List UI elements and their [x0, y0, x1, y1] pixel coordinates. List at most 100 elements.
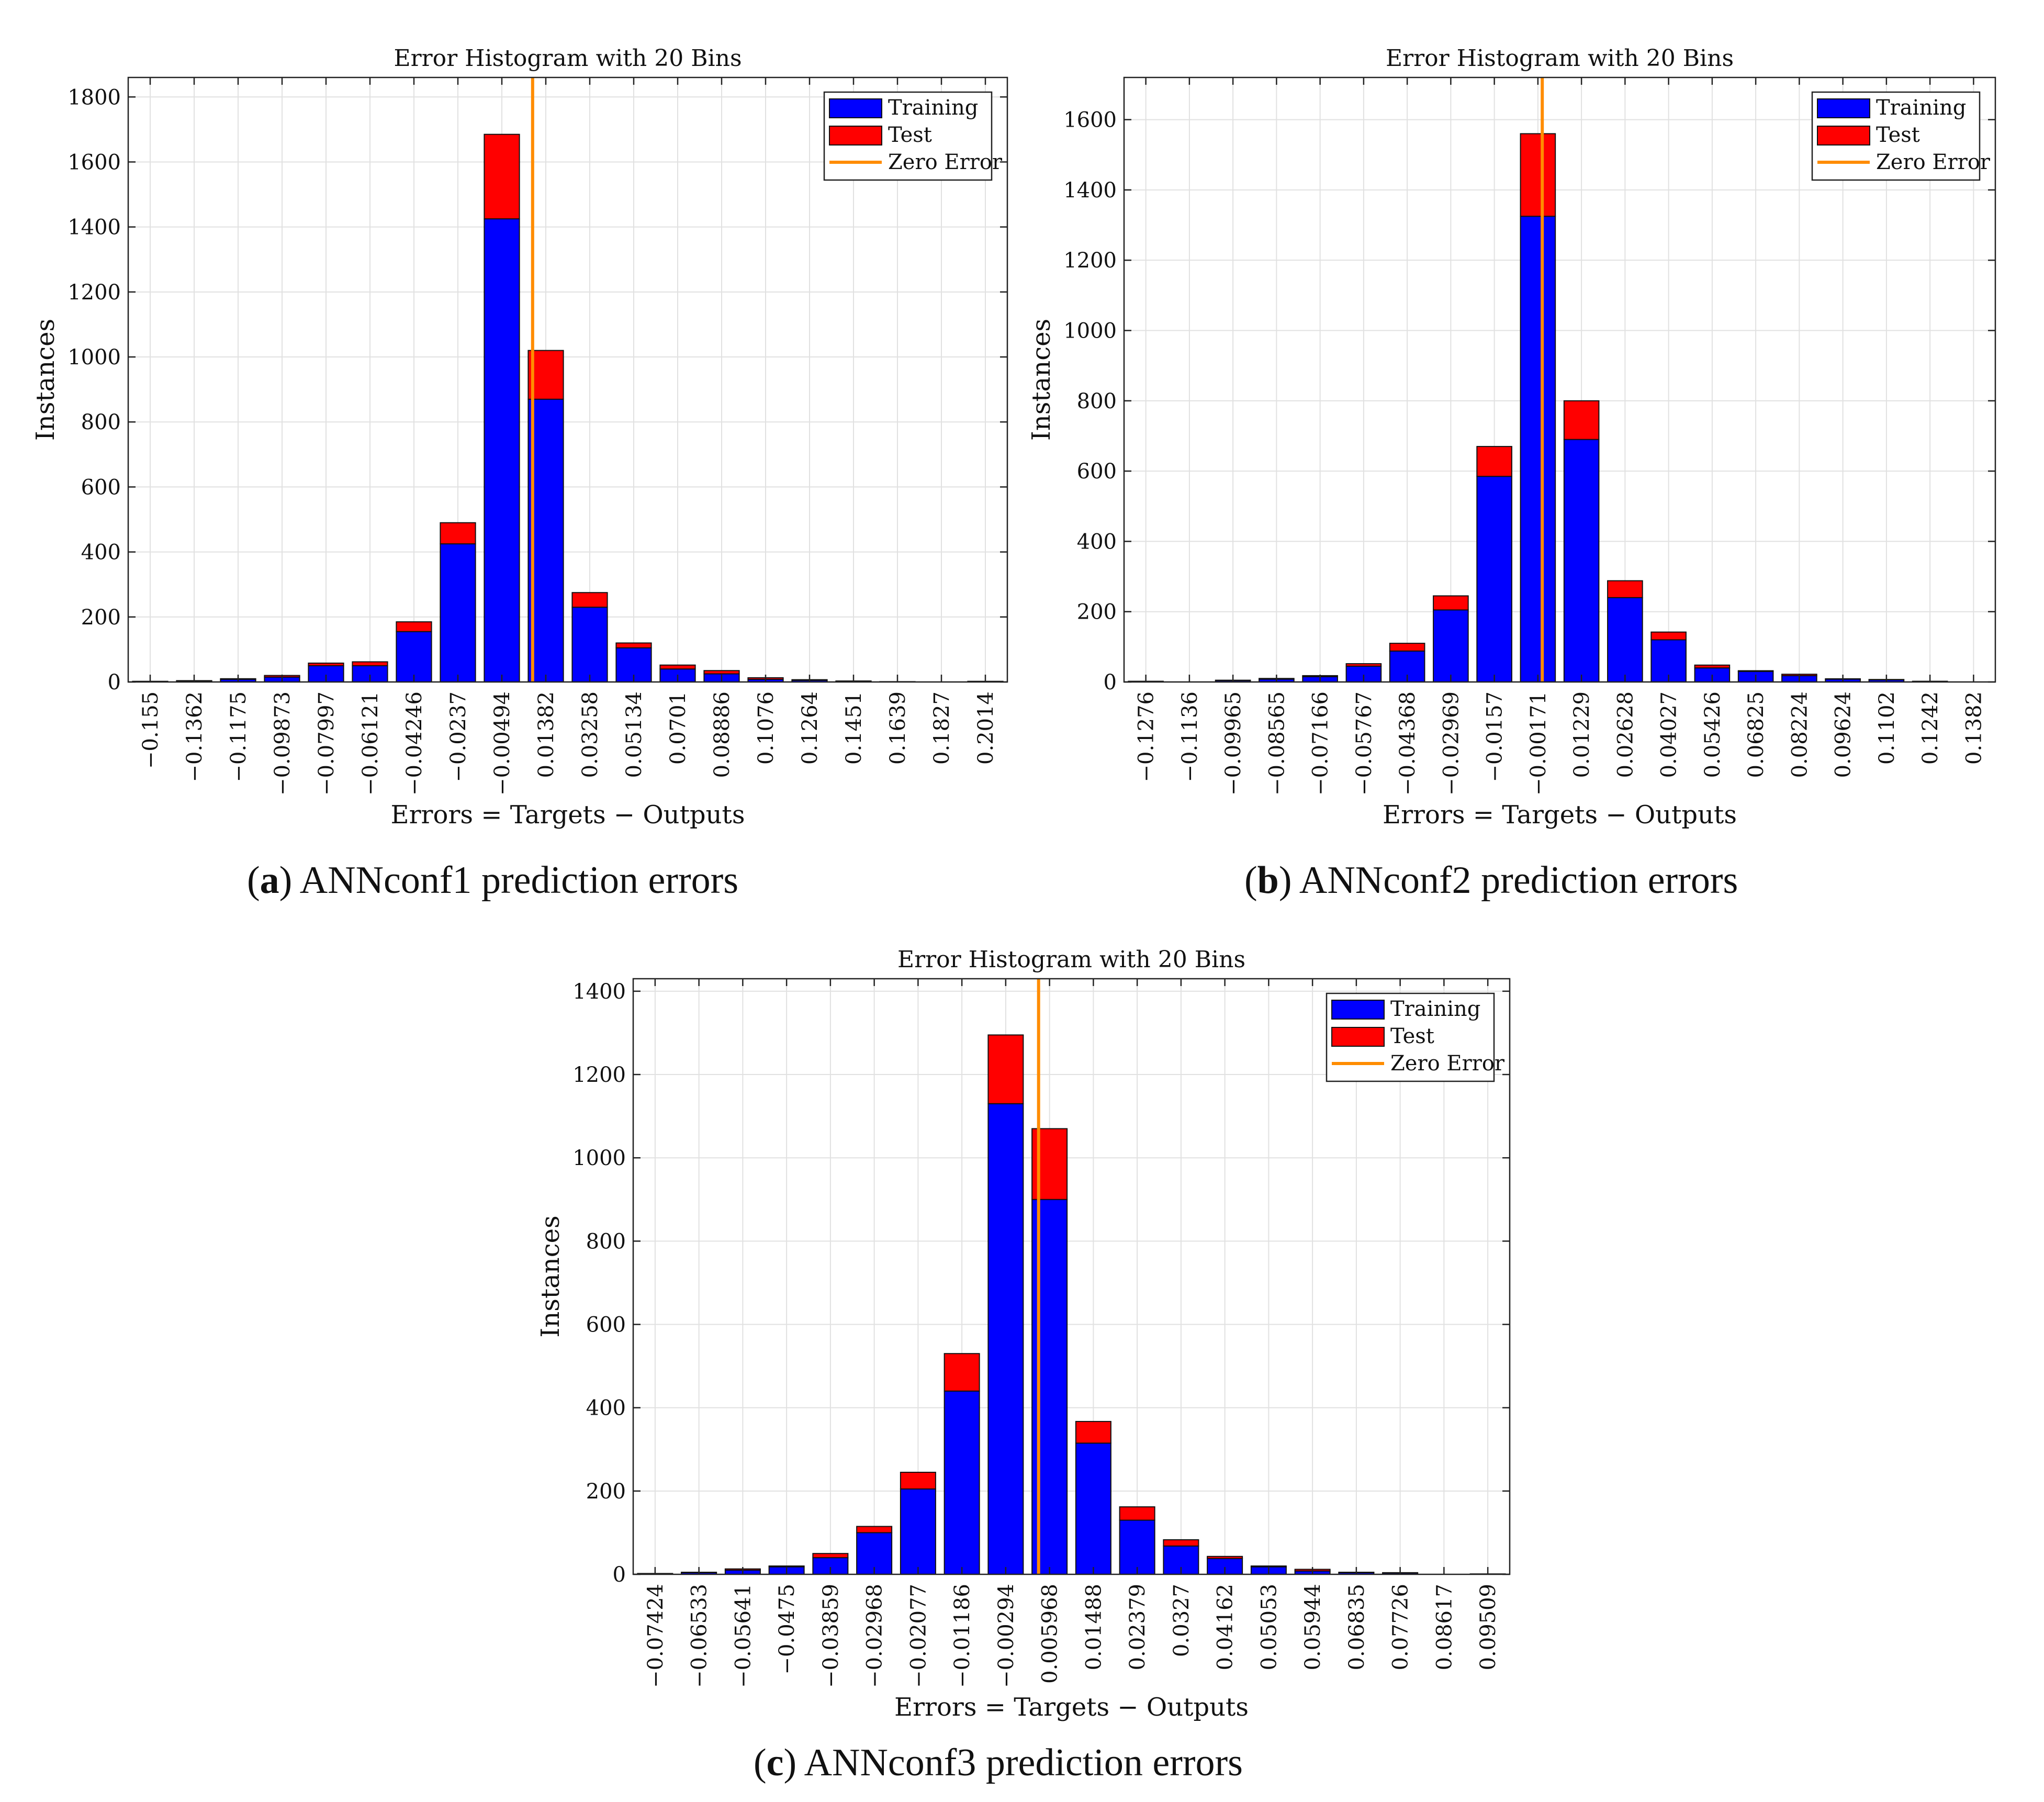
x-tick-label: 0.2014: [974, 691, 998, 765]
y-tick-label: 200: [81, 606, 121, 630]
y-tick-label: 600: [81, 475, 121, 499]
legend-zero-error-label: Zero Error: [1390, 1051, 1505, 1076]
x-tick-label: 0.0701: [666, 691, 690, 765]
legend-training-swatch: [1331, 1000, 1385, 1020]
bar-test: [1694, 664, 1731, 669]
x-tick-label: −0.155: [139, 691, 163, 769]
y-tick-label: 800: [1077, 389, 1117, 413]
x-tick-label: −0.1362: [183, 691, 207, 782]
x-tick-label: 0.02628: [1613, 691, 1637, 778]
y-tick-label: 1800: [68, 85, 121, 109]
bar-test: [812, 1553, 849, 1559]
bar-test: [900, 1472, 936, 1490]
x-tick-label: −0.08565: [1265, 691, 1289, 796]
bar-test: [1650, 631, 1687, 641]
y-tick-label: 0: [1104, 670, 1117, 695]
axes-frame: [632, 978, 1511, 1575]
bar-test: [1520, 133, 1556, 217]
y-tick-label: 1400: [68, 216, 121, 240]
x-tick-label: 0.1382: [1962, 691, 1986, 765]
legend-training-swatch: [829, 98, 882, 118]
bar-test: [1607, 580, 1643, 598]
caption-text: ) ANNconf2 prediction errors: [1278, 859, 1738, 902]
y-tick-label: 800: [81, 410, 121, 434]
histogram-b: 0 200 400 600 800 1000 1200 1400 1600 −0.1276 −0.1…: [1027, 45, 1996, 830]
y-tick-label: 600: [1077, 460, 1117, 484]
x-tick-label: −0.0475: [775, 1584, 799, 1674]
x-tick-label: −0.0237: [446, 691, 470, 782]
x-tick-label: −0.1276: [1135, 691, 1159, 782]
x-tick-label: 0.1242: [1918, 691, 1942, 765]
y-axis-label: Instances: [536, 1215, 565, 1337]
x-tick-label: −0.06533: [688, 1584, 712, 1688]
x-tick-label: −0.07424: [644, 1584, 668, 1688]
x-tick-label: −0.05767: [1352, 691, 1376, 796]
x-axis-label: Errors = Targets − Outputs: [391, 800, 745, 830]
x-tick-label: 0.005968: [1038, 1584, 1062, 1684]
y-axis-label: Instances: [31, 319, 60, 441]
bar-test: [440, 522, 476, 545]
x-tick-label: 0.07726: [1389, 1584, 1413, 1670]
y-tick-label: 1200: [572, 1063, 626, 1087]
bar-test: [1207, 1555, 1243, 1559]
x-tick-label: 0.01229: [1570, 691, 1594, 778]
x-tick-label: 0.03258: [578, 691, 602, 778]
legend-training-swatch: [1817, 98, 1870, 118]
y-tick-label: 1400: [1063, 178, 1117, 203]
caption-b: (b) ANNconf2 prediction errors: [1244, 859, 1738, 902]
legend-training-label: Training: [1390, 997, 1480, 1021]
x-tick-label: 0.04162: [1214, 1584, 1238, 1670]
bar-test: [1163, 1539, 1199, 1547]
axes-frame: [1123, 76, 1996, 683]
caption-letter: b: [1257, 859, 1279, 902]
legend-zero-error-label: Zero Error: [1876, 150, 1991, 174]
y-tick-label: 400: [586, 1396, 626, 1420]
legend-test-swatch: [1817, 126, 1870, 145]
y-tick-label: 400: [81, 541, 121, 565]
x-tick-label: 0.08617: [1432, 1584, 1456, 1670]
bar-test: [944, 1353, 980, 1392]
caption-letter: a: [260, 859, 279, 902]
bar-test: [615, 642, 652, 648]
bar-training: [484, 218, 520, 682]
x-tick-label: −0.1136: [1178, 691, 1202, 782]
x-tick-label: −0.0157: [1483, 691, 1507, 782]
legend-zero-error-label: Zero Error: [888, 150, 1003, 174]
bar-test: [352, 661, 388, 666]
x-tick-label: 0.08886: [710, 691, 734, 778]
chart-title: Error Histogram with 20 Bins: [1386, 45, 1734, 72]
bar-test: [308, 662, 344, 666]
x-tick-label: 0.1451: [842, 691, 866, 765]
bar-training: [1075, 1442, 1111, 1575]
bar-test: [1075, 1420, 1111, 1444]
bar-test: [1389, 643, 1425, 652]
y-tick-label: 0: [108, 670, 121, 695]
x-tick-label: 0.02379: [1126, 1584, 1150, 1670]
x-tick-label: 0.1639: [886, 691, 910, 765]
histogram-a: 020040060080010001200140016001800−0.155−…: [31, 45, 1008, 830]
legend-test-label: Test: [1390, 1024, 1434, 1048]
x-tick-label: 0.06835: [1345, 1584, 1369, 1670]
bar-training: [1476, 476, 1512, 682]
x-tick-label: −0.00171: [1526, 691, 1551, 796]
y-tick-label: 1200: [68, 281, 121, 305]
caption-c: (c) ANNconf3 prediction errors: [754, 1741, 1243, 1784]
bar-test: [1119, 1506, 1155, 1521]
y-tick-label: 0: [613, 1563, 626, 1587]
legend-test-swatch: [1331, 1027, 1385, 1047]
bar-test: [1433, 595, 1469, 611]
x-tick-label: −0.04368: [1396, 691, 1420, 796]
bar-test: [987, 1034, 1024, 1104]
x-tick-label: 0.05944: [1301, 1584, 1325, 1670]
x-tick-label: 0.04027: [1657, 691, 1681, 778]
bar-training: [1563, 439, 1600, 682]
bar-test: [703, 670, 740, 675]
x-tick-label: 0.09624: [1832, 691, 1856, 778]
y-axis-label: Instances: [1027, 319, 1056, 441]
axes-frame: [127, 76, 1008, 683]
legend-training-label: Training: [888, 96, 978, 120]
bar-training: [900, 1488, 936, 1575]
legend-test-swatch: [829, 126, 882, 145]
bar-training: [944, 1390, 980, 1575]
x-tick-label: 0.1827: [930, 691, 954, 765]
